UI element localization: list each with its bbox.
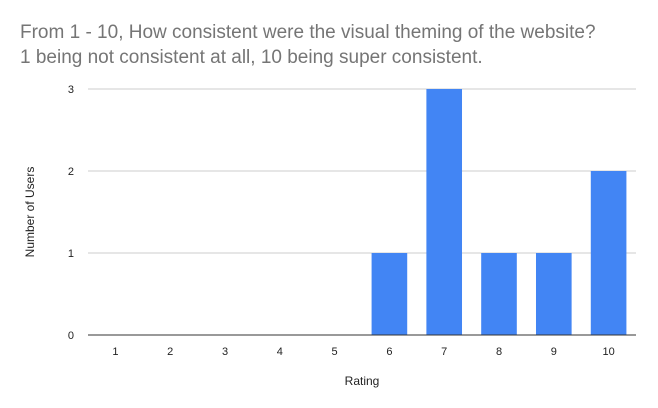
chart-title: From 1 - 10, How consistent were the vis… [20, 22, 596, 68]
x-tick-label-9: 9 [551, 346, 557, 358]
y-axis-title: Number of Users [23, 167, 37, 258]
x-tick-label-8: 8 [496, 346, 502, 358]
bar-10 [590, 171, 627, 335]
bar-8 [481, 253, 517, 335]
x-tick-label-3: 3 [222, 346, 228, 358]
x-tick-label-2: 2 [167, 346, 173, 358]
x-tick-label-1: 1 [112, 346, 118, 358]
y-tick-label-0: 0 [68, 330, 74, 342]
y-tick-label-2: 2 [68, 166, 74, 178]
x-tick-label-6: 6 [386, 346, 392, 358]
y-tick-label-3: 3 [68, 84, 74, 96]
bar-9 [535, 253, 572, 335]
x-tick-label-7: 7 [441, 346, 447, 358]
x-tick-label-10: 10 [602, 346, 614, 358]
bar-6 [371, 253, 408, 335]
x-tick-label-5: 5 [332, 346, 338, 358]
y-tick-label-1: 1 [68, 248, 74, 260]
x-axis-title: Rating [345, 374, 380, 388]
bar-7 [426, 89, 463, 335]
x-tick-label-4: 4 [277, 346, 283, 358]
